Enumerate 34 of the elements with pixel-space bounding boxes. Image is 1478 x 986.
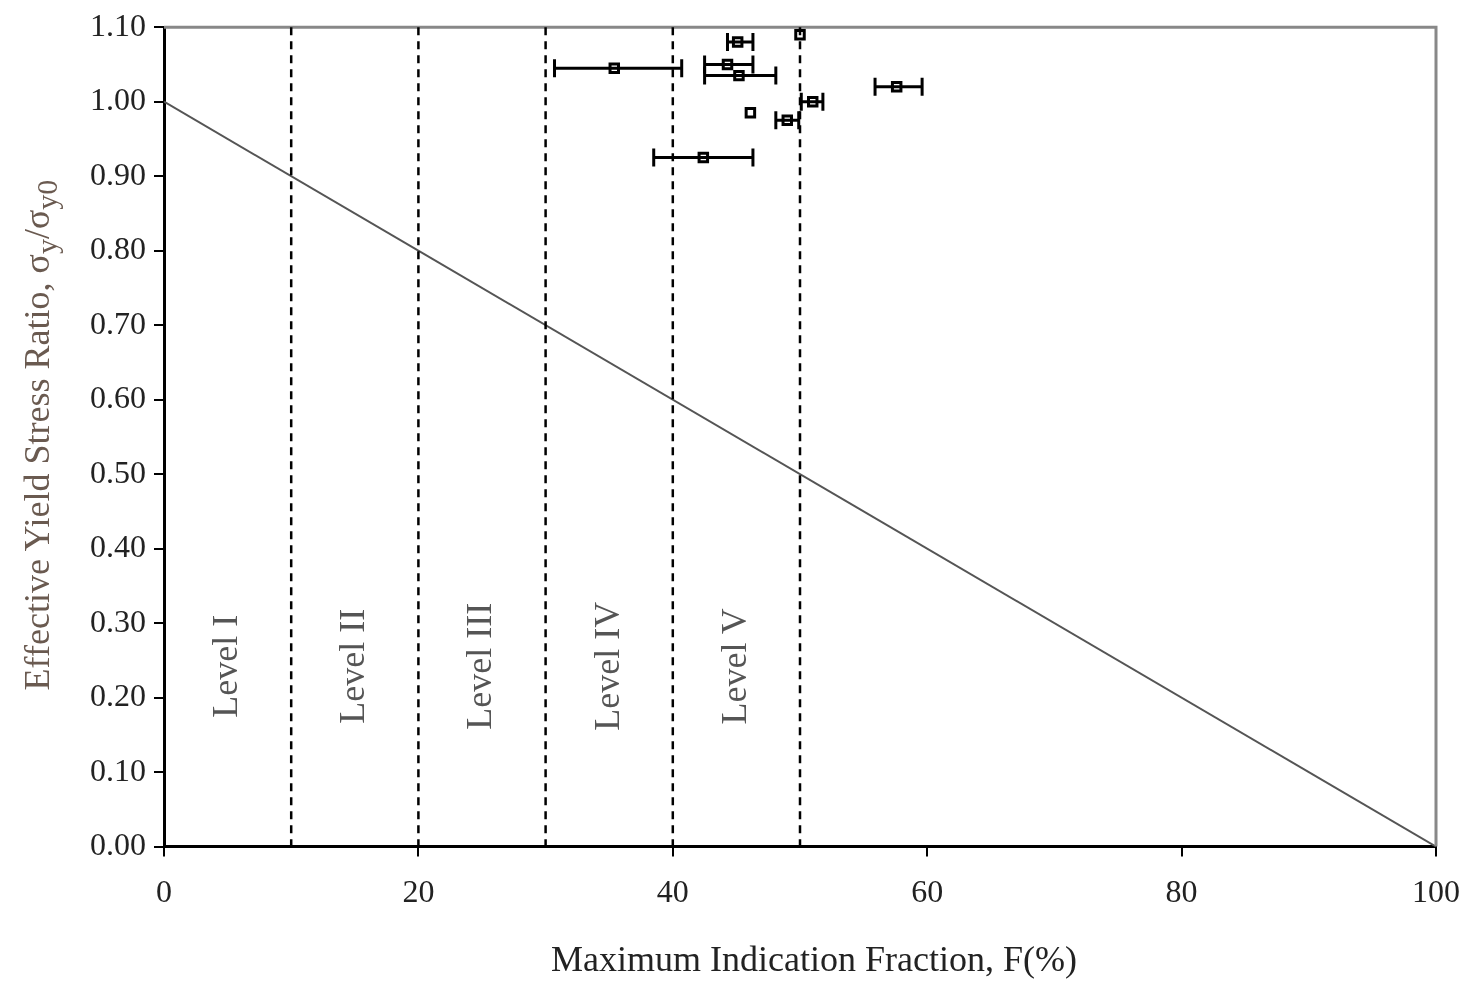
point xyxy=(697,151,710,164)
annotation: Level V xyxy=(713,608,754,725)
annotation: Level III xyxy=(459,602,500,730)
x-tick-label: 40 xyxy=(656,873,689,910)
x-tick-label: 100 xyxy=(1412,873,1460,910)
annotation: Level II xyxy=(332,608,373,724)
point xyxy=(733,69,745,82)
y-tick-label: 0.50 xyxy=(90,453,146,490)
point xyxy=(781,114,794,127)
y-tick-label: 1.10 xyxy=(90,6,146,43)
annotation: Level I xyxy=(205,614,246,718)
x-tick-label: 80 xyxy=(1165,873,1198,910)
y-tick-label: 0.40 xyxy=(90,528,146,565)
y-tick-label: 0.30 xyxy=(90,602,146,639)
annotation: Level IV xyxy=(586,601,627,731)
y-tick-label: 1.00 xyxy=(90,81,146,118)
y-tick-label: 0.60 xyxy=(90,379,146,416)
point xyxy=(744,107,757,119)
y-tick-label: 0.90 xyxy=(90,155,146,192)
point xyxy=(806,95,819,108)
y-tick-label: 0.10 xyxy=(90,751,146,788)
point xyxy=(608,62,621,74)
x-tick-label: 0 xyxy=(156,873,172,910)
point xyxy=(794,28,806,41)
x-tick-label: 60 xyxy=(911,873,944,910)
point xyxy=(731,36,744,48)
y-tick-label: 0.80 xyxy=(90,230,146,267)
y-tick-label: 0.20 xyxy=(90,677,146,714)
x-tick-label: 20 xyxy=(402,873,435,910)
x-axis-title: Maximum Indication Fraction, F(%) xyxy=(550,938,1078,980)
point xyxy=(890,81,903,93)
y-tick-label: 0.00 xyxy=(90,826,146,863)
y-tick-label: 0.70 xyxy=(90,304,146,341)
point xyxy=(721,58,734,71)
